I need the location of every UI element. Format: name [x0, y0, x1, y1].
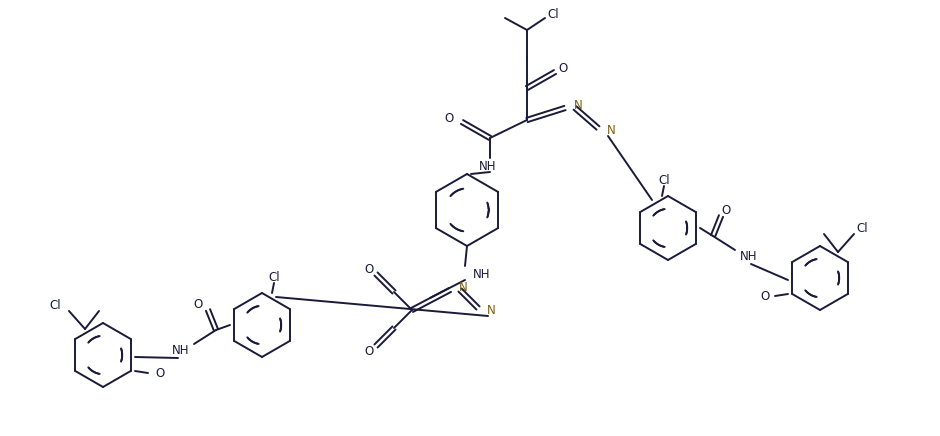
Text: O: O: [194, 297, 203, 310]
Text: O: O: [721, 204, 730, 217]
Text: Cl: Cl: [658, 174, 670, 187]
Text: O: O: [445, 112, 454, 125]
Text: Cl: Cl: [856, 221, 868, 235]
Text: NH: NH: [479, 160, 496, 173]
Text: NH: NH: [473, 268, 491, 280]
Text: O: O: [760, 290, 770, 303]
Text: N: N: [607, 123, 616, 136]
Text: O: O: [365, 262, 373, 276]
Text: N: N: [574, 99, 583, 112]
Text: N: N: [487, 303, 495, 317]
Text: O: O: [155, 367, 164, 379]
Text: O: O: [365, 344, 373, 358]
Text: NH: NH: [171, 344, 189, 357]
Text: Cl: Cl: [50, 299, 61, 311]
Text: N: N: [459, 280, 468, 293]
Text: O: O: [558, 61, 568, 75]
Text: Cl: Cl: [547, 7, 558, 20]
Text: NH: NH: [740, 249, 758, 262]
Text: Cl: Cl: [268, 270, 280, 283]
